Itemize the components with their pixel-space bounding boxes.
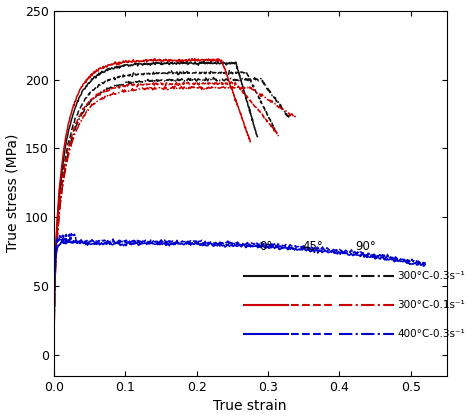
Text: 0°: 0° xyxy=(259,240,273,253)
X-axis label: True strain: True strain xyxy=(213,399,287,414)
Text: 45°: 45° xyxy=(303,240,323,253)
Text: 300°C-0.1s⁻¹: 300°C-0.1s⁻¹ xyxy=(398,300,465,310)
Y-axis label: True stress (MPa): True stress (MPa) xyxy=(6,134,19,253)
Text: 400°C-0.3s⁻¹: 400°C-0.3s⁻¹ xyxy=(398,329,465,339)
Text: 90°: 90° xyxy=(356,240,376,253)
Text: 300°C-0.3s⁻¹: 300°C-0.3s⁻¹ xyxy=(398,271,465,281)
